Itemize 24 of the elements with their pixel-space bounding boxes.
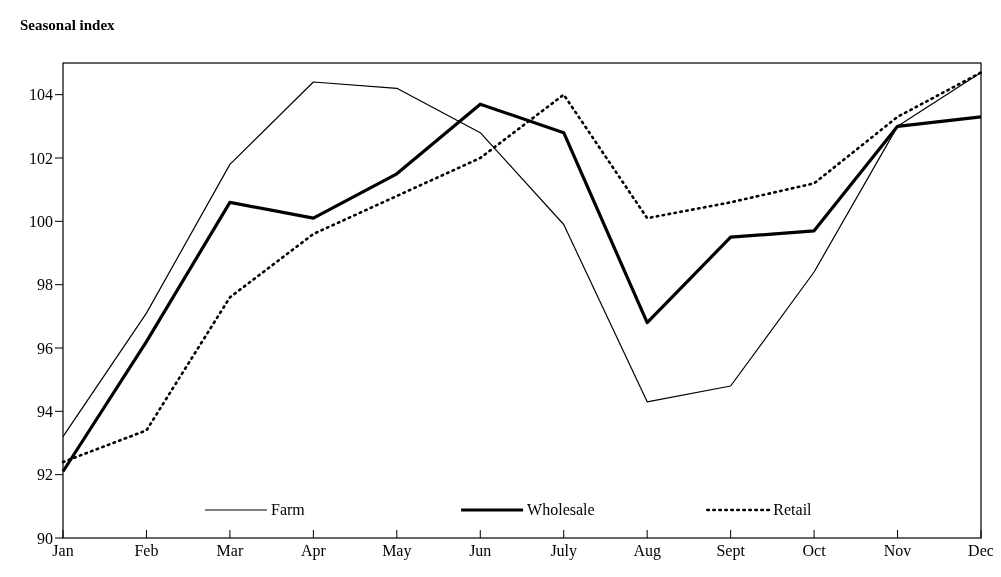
x-tick-label: May	[382, 542, 412, 560]
y-tick-label: 100	[29, 212, 53, 230]
legend-label: Farm	[271, 500, 306, 518]
y-tick-label: 98	[37, 276, 53, 294]
y-tick-label: 96	[37, 339, 53, 357]
y-tick-label: 104	[29, 86, 53, 104]
x-tick-label: Dec	[968, 542, 994, 559]
x-tick-label: Jan	[52, 542, 74, 559]
legend-label: Wholesale	[527, 500, 595, 518]
x-tick-label: Aug	[633, 542, 661, 560]
x-tick-label: July	[550, 542, 578, 560]
y-tick-label: 102	[29, 149, 53, 167]
y-axis-title: Seasonal index	[20, 17, 116, 33]
x-tick-label: Feb	[134, 542, 159, 559]
x-tick-label: Jun	[469, 542, 492, 559]
x-tick-label: Apr	[300, 542, 327, 560]
y-tick-label: 92	[37, 466, 53, 484]
y-tick-label: 94	[37, 402, 53, 420]
x-tick-label: Oct	[802, 542, 827, 559]
x-tick-label: Sept	[716, 542, 746, 560]
x-tick-label: Mar	[216, 542, 244, 559]
x-tick-label: Nov	[883, 542, 912, 559]
y-tick-label: 90	[37, 529, 53, 547]
legend-label: Retail	[773, 500, 813, 518]
